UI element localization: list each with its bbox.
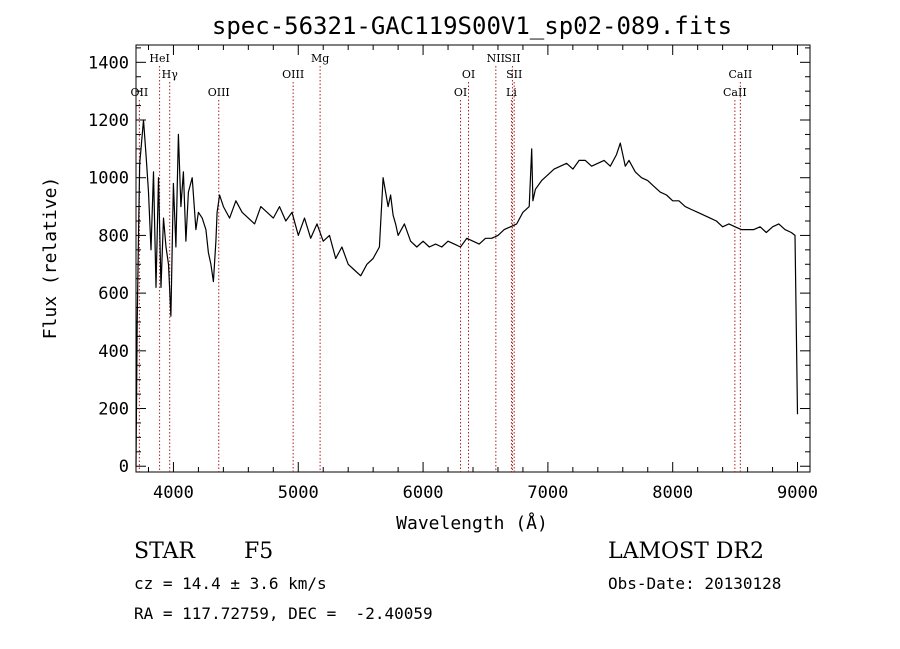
line-marker-label: Hγ (162, 68, 179, 81)
x-axis-label: Wavelength (Å) (396, 512, 548, 534)
line-marker-label: OII (131, 86, 149, 99)
line-marker-label: SII (506, 68, 522, 81)
observation-date: Obs-Date: 20130128 (608, 574, 782, 593)
spectrum-series (135, 119, 799, 467)
chart-title: spec-56321-GAC119S00V1_sp02-089.fits (212, 12, 732, 40)
x-tick-label: 5000 (278, 483, 319, 503)
x-tick-label: 6000 (403, 483, 444, 503)
line-marker-label: OIII (208, 86, 230, 99)
x-tick-label: 8000 (652, 483, 693, 503)
y-axis-label: Flux (relative) (40, 177, 61, 340)
emission-line-markers: OII HeI Hγ OIII OIII Mg OI OI NII SII SII Li CaII CaI… (131, 52, 753, 472)
x-axis-ticks: 4000 5000 6000 7000 8000 9000 (147, 45, 818, 503)
survey-name: LAMOST DR2 (608, 539, 764, 564)
line-marker-label: NII (487, 52, 505, 65)
coordinates: RA = 117.72759, DEC = -2.40059 (134, 604, 433, 623)
y-tick-label: 200 (98, 400, 129, 420)
y-tick-label: 1400 (88, 53, 129, 73)
y-tick-label: 800 (98, 226, 129, 246)
y-tick-label: 0 (119, 457, 129, 477)
line-marker-label: OI (454, 86, 467, 99)
y-tick-label: 400 (98, 342, 129, 362)
redshift-velocity: cz = 14.4 ± 3.6 km/s (134, 574, 327, 593)
line-marker-label: OIII (282, 68, 304, 81)
line-marker-label: CaII (729, 68, 753, 81)
y-tick-label: 600 (98, 284, 129, 304)
y-axis-ticks: 0 200 400 600 800 1000 1200 1400 (88, 47, 810, 477)
x-tick-label: 7000 (527, 483, 568, 503)
y-tick-label: 1000 (88, 169, 129, 189)
y-tick-label: 1200 (88, 111, 129, 131)
object-class: STAR (134, 539, 195, 564)
x-tick-label: 4000 (153, 483, 194, 503)
line-marker-label: HeI (149, 52, 169, 65)
line-marker-label: SII (504, 52, 520, 65)
object-subclass: F5 (244, 539, 274, 564)
line-marker-label: Mg (311, 52, 329, 65)
spectrum-line (135, 119, 799, 467)
plot-border (135, 44, 811, 473)
plot-frame (135, 44, 811, 473)
line-marker-label: CaII (723, 86, 747, 99)
x-tick-label: 9000 (777, 483, 818, 503)
line-marker-label: OI (462, 68, 475, 81)
line-marker-label: Li (506, 86, 517, 99)
